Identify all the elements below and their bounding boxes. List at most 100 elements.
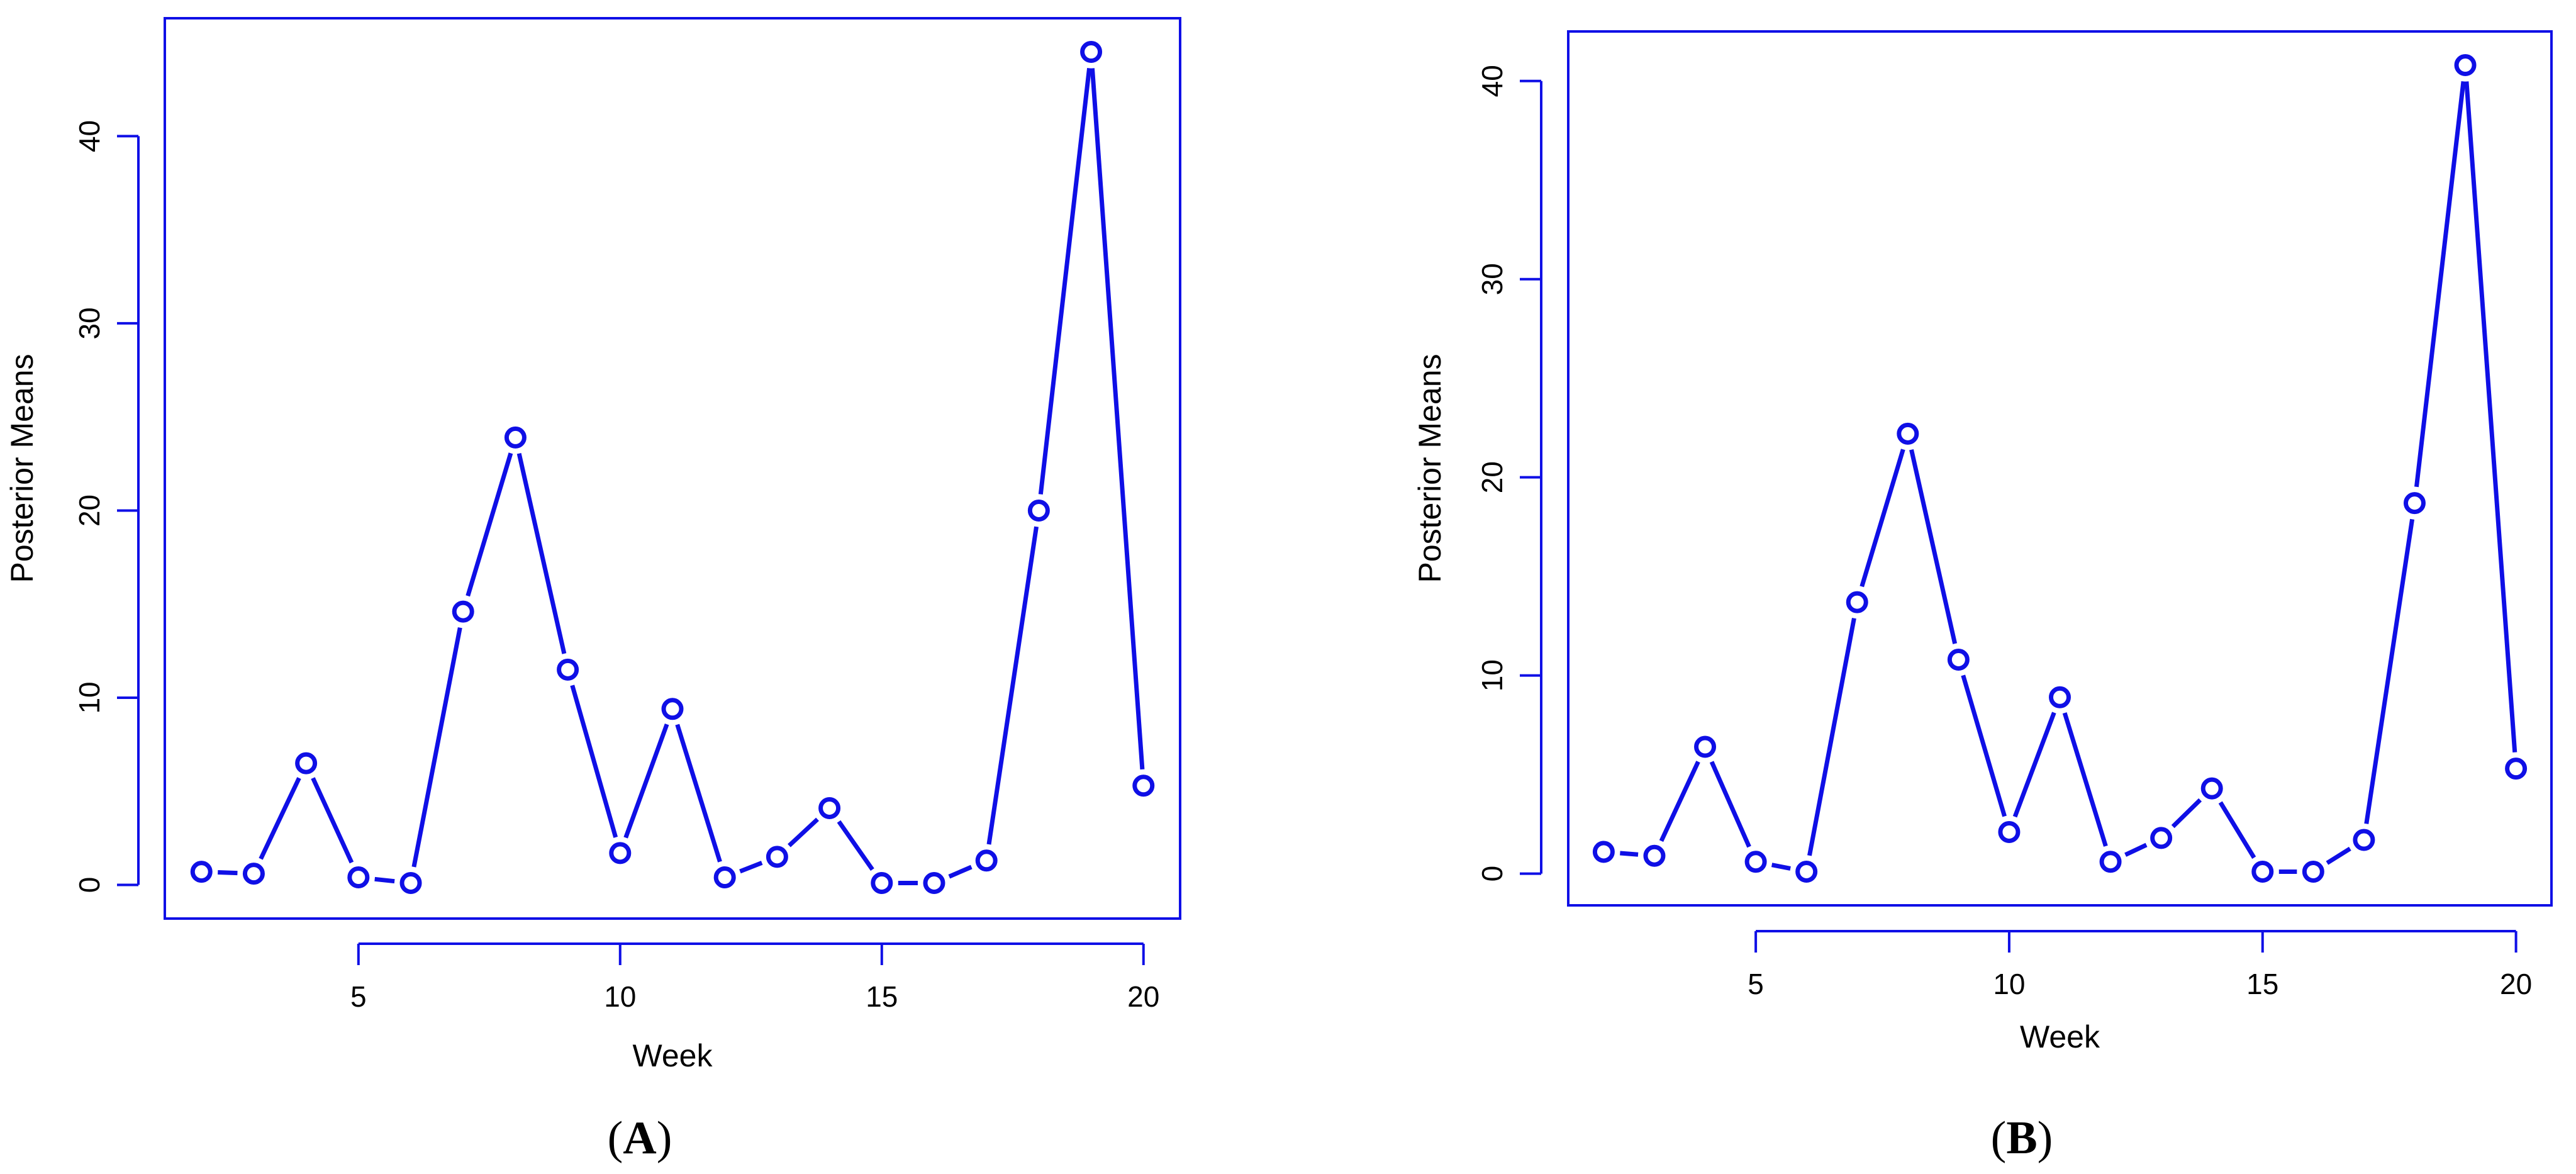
data-point [1846, 591, 1868, 613]
series-line-segment [1659, 761, 1700, 842]
x-tick-label: 5 [350, 980, 367, 1013]
data-point [2251, 860, 2274, 883]
data-point [2099, 851, 2122, 873]
data-point [1080, 41, 1103, 64]
series-line-segment [1771, 863, 1791, 871]
panel-label-open: ( [608, 1112, 623, 1164]
series-line-segment [2464, 81, 2517, 752]
y-axis-title: Posterior Means [1412, 354, 1447, 583]
data-point [661, 698, 684, 720]
panel-label: (A) [608, 1112, 672, 1164]
y-tick-label: 20 [1476, 461, 1508, 493]
data-point [818, 797, 841, 819]
data-point [1947, 648, 1970, 671]
x-tick-label: 5 [1748, 968, 1764, 1000]
data-point [295, 752, 318, 774]
data-point [347, 866, 370, 889]
series-line-segment [2414, 81, 2466, 488]
series-line-segment [2326, 846, 2351, 865]
panel-label-open: ( [1991, 1112, 2007, 1164]
data-point [2302, 860, 2324, 883]
x-tick-label: 20 [1127, 980, 1159, 1013]
series-line-segment [2171, 798, 2202, 829]
series-line-segment [739, 861, 763, 874]
data-point [2505, 758, 2528, 780]
x-tick-label: 10 [1993, 968, 2025, 1000]
series-line-segment [675, 724, 722, 863]
data-point [1897, 422, 1919, 445]
data-point [1795, 860, 1818, 883]
data-point [1744, 851, 1767, 873]
y-tick-label: 30 [1476, 263, 1508, 295]
series-line-segment [2218, 801, 2256, 859]
series-line-segment [259, 777, 301, 860]
panel-label-close: ) [2038, 1112, 2053, 1164]
series-line-segment [623, 724, 669, 839]
series-line-segment [2062, 712, 2108, 847]
series-line-segment [1860, 449, 1905, 588]
data-point [975, 849, 998, 872]
data-point [2353, 829, 2375, 851]
series-line-segment [948, 864, 973, 879]
y-tick-label: 20 [73, 495, 106, 527]
panel-label-letter: A [623, 1112, 656, 1164]
panel-label: (B) [1991, 1112, 2053, 1164]
x-tick-label: 15 [2246, 968, 2278, 1000]
y-tick-label: 10 [73, 681, 106, 713]
y-axis-title: Posterior Means [4, 354, 40, 583]
data-point [2150, 827, 2173, 849]
x-tick-label: 10 [604, 980, 636, 1013]
data-point [1694, 735, 1717, 758]
data-point [2049, 686, 2071, 708]
data-point [190, 861, 213, 883]
y-tick-label: 10 [1476, 659, 1508, 691]
series-line-segment [2364, 518, 2415, 824]
x-tick-label: 20 [2500, 968, 2532, 1000]
x-axis-title: Week [633, 1038, 713, 1073]
data-point [452, 600, 474, 623]
series-line-segment [374, 876, 395, 884]
series-line-segment [1038, 67, 1092, 495]
series-line-segment [1909, 449, 1958, 644]
panel-label-close: ) [657, 1112, 672, 1164]
series-line-segment [2124, 842, 2148, 857]
data-point [1132, 774, 1155, 797]
data-point [242, 863, 265, 885]
panel-label-letter: B [2006, 1112, 2037, 1164]
y-tick-label: 40 [1476, 65, 1508, 97]
y-tick-label: 0 [73, 877, 106, 893]
series-line-segment [1961, 674, 2007, 817]
data-point [1027, 499, 1050, 522]
data-point [871, 871, 893, 894]
y-tick-label: 30 [73, 307, 106, 339]
data-point [1643, 844, 1666, 867]
data-point [923, 871, 945, 894]
data-point [1998, 820, 2021, 843]
chart-panel-a: 5 10 15 20 0 10 20 30 40 Week Posterior Means (A) [4, 17, 1181, 1164]
data-point [2454, 54, 2477, 77]
series-line-segment [788, 817, 819, 847]
series-line-segment [570, 685, 618, 838]
chart-panel-b: 5 10 15 20 0 10 20 30 40 Week Posterior Means (B) [1412, 30, 2553, 1164]
data-point [1592, 841, 1615, 863]
series-line-segment [1090, 68, 1145, 770]
data-point [504, 426, 527, 449]
x-axis-title: Week [2020, 1019, 2100, 1054]
y-tick-label: 40 [73, 120, 106, 152]
series-line-segment [516, 453, 567, 654]
plot-frame [164, 17, 1181, 920]
plot-frame [1567, 30, 2553, 907]
y-tick-label: 0 [1476, 866, 1508, 882]
series-line-segment [1807, 618, 1856, 856]
data-point [399, 871, 422, 894]
series-line-segment [837, 820, 874, 871]
data-point [713, 866, 736, 889]
series-line-segment [1620, 851, 1639, 857]
series-line-segment [986, 526, 1039, 845]
data-point [2403, 492, 2426, 515]
series-line-segment [411, 627, 462, 868]
x-tick-label: 15 [866, 980, 898, 1013]
series-line-segment [1709, 761, 1751, 848]
data-point [766, 846, 788, 868]
